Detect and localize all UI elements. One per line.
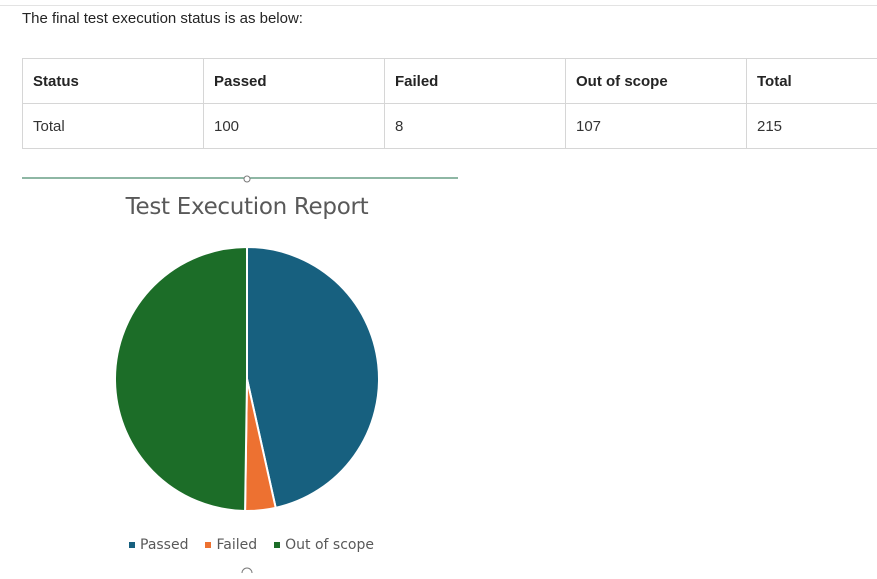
chart-resize-handle-bottom[interactable] — [241, 567, 253, 574]
pie-slice-out-of-scope[interactable] — [113, 246, 248, 512]
legend-label-out-of-scope: Out of scope — [285, 537, 374, 553]
chart-resize-handle-top[interactable] — [243, 175, 251, 183]
header-passed: Passed — [203, 58, 385, 104]
chart-frame-svg — [22, 175, 458, 574]
chart-title: Test Execution Report — [125, 194, 369, 220]
pie-slice-passed[interactable] — [246, 246, 380, 509]
legend-item-passed: Passed — [129, 537, 188, 553]
cell-status: Total — [22, 103, 204, 149]
cell-failed: 8 — [384, 103, 566, 149]
table-header-row: Status Passed Failed Out of scope Total — [22, 58, 877, 104]
cell-passed: 100 — [203, 103, 385, 149]
table-row: Total 100 8 107 215 — [22, 103, 877, 149]
legend-label-passed: Passed — [140, 537, 189, 553]
legend-item-failed: Failed — [205, 537, 257, 553]
legend-item-out-of-scope: Out of scope — [274, 537, 374, 553]
header-total: Total — [746, 58, 877, 104]
header-failed: Failed — [384, 58, 566, 104]
chart-legend: Passed Failed Out of scope — [129, 537, 391, 553]
top-divider — [0, 5, 877, 6]
legend-label-failed: Failed — [216, 537, 258, 553]
legend-swatch-passed — [129, 542, 135, 548]
legend-swatch-out-of-scope — [274, 542, 281, 548]
intro-text: The final test execution status is as be… — [22, 10, 303, 27]
cell-out-of-scope: 107 — [565, 103, 747, 149]
header-status: Status — [22, 58, 204, 104]
pie-chart — [113, 246, 380, 512]
cell-total: 215 — [746, 103, 877, 149]
status-table: Status Passed Failed Out of scope Total … — [22, 58, 877, 149]
legend-swatch-failed — [205, 542, 212, 548]
chart-container[interactable]: Test Execution Report Passed Failed Out … — [20, 170, 460, 579]
header-out-of-scope: Out of scope — [565, 58, 747, 104]
